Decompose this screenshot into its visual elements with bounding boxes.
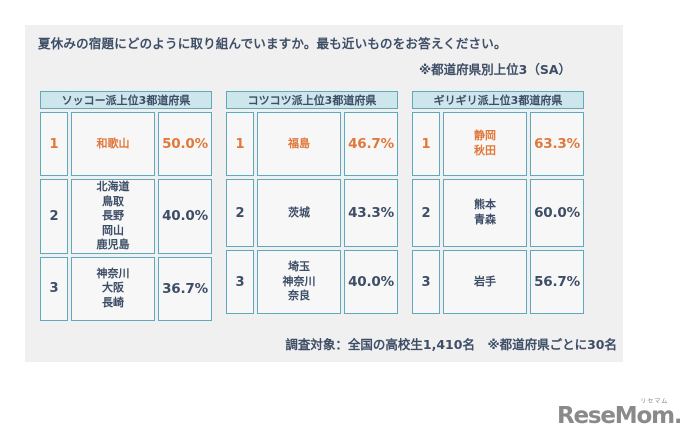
percent-cell: 46.7% (343, 112, 398, 176)
percent-cell: 36.7% (157, 256, 212, 321)
ranking-table-sokko: ソッコー派上位3都道府県 1 和歌山 50.0% 2 北海道 鳥取 長野 岡山 … (37, 88, 215, 324)
rank-cell: 1 (226, 112, 254, 176)
table-row: 2 北海道 鳥取 長野 岡山 鹿児島 40.0% (40, 179, 212, 254)
rank-cell: 1 (40, 112, 68, 176)
logo-ruby-text: リセマム (640, 398, 669, 405)
prefecture-cell: 熊本 青森 (443, 179, 527, 247)
table-header: ソッコー派上位3都道府県 (40, 91, 212, 109)
percent-cell: 40.0% (343, 250, 398, 314)
percent-cell: 50.0% (157, 112, 212, 176)
table-header: ギリギリ派上位3都道府県 (412, 91, 584, 109)
percent-cell: 56.7% (529, 250, 584, 314)
survey-target-note: 調査対象：全国の高校生1,410名 ※都道府県ごとに30名 (285, 337, 617, 352)
table-row: 3 岩手 56.7% (412, 250, 584, 314)
question-title: 夏休みの宿題にどのように取り組んでいますか。最も近いものをお答えください。 (38, 36, 507, 51)
ranking-table-kotsukotsu: コツコツ派上位3都道府県 1 福島 46.7% 2 茨城 43.3% 3 埼玉 … (223, 88, 401, 324)
percent-cell: 40.0% (157, 179, 212, 254)
table-row: 2 熊本 青森 60.0% (412, 179, 584, 247)
rank-cell: 3 (40, 256, 68, 321)
table-header: コツコツ派上位3都道府県 (226, 91, 398, 109)
ranking-tables: ソッコー派上位3都道府県 1 和歌山 50.0% 2 北海道 鳥取 長野 岡山 … (37, 88, 587, 324)
logo-wordmark: ReseMom. (557, 403, 680, 429)
prefecture-cell: 福島 (257, 112, 341, 176)
survey-panel: 夏休みの宿題にどのように取り組んでいますか。最も近いものをお答えください。 ※都… (25, 25, 623, 362)
rank-cell: 2 (40, 179, 68, 254)
percent-cell: 63.3% (529, 112, 584, 176)
percent-cell: 60.0% (529, 179, 584, 247)
prefecture-cell: 埼玉 神奈川 奈良 (257, 250, 341, 314)
ranking-table-girigiri: ギリギリ派上位3都道府県 1 静岡 秋田 63.3% 2 熊本 青森 60.0%… (409, 88, 587, 324)
prefecture-cell: 神奈川 大阪 長崎 (71, 256, 155, 321)
prefecture-cell: 和歌山 (71, 112, 155, 176)
percent-cell: 43.3% (343, 179, 398, 247)
table-row: 1 静岡 秋田 63.3% (412, 112, 584, 176)
prefecture-cell: 静岡 秋田 (443, 112, 527, 176)
rank-cell: 3 (226, 250, 254, 314)
top3-note: ※都道府県別上位3（SA） (418, 62, 571, 77)
rank-cell: 1 (412, 112, 440, 176)
rank-cell: 3 (412, 250, 440, 314)
table-row: 3 埼玉 神奈川 奈良 40.0% (226, 250, 398, 314)
resemom-logo: リセマム ReseMom. (557, 398, 680, 428)
rank-cell: 2 (226, 179, 254, 247)
table-row: 2 茨城 43.3% (226, 179, 398, 247)
table-row: 1 和歌山 50.0% (40, 112, 212, 176)
prefecture-cell: 岩手 (443, 250, 527, 314)
rank-cell: 2 (412, 179, 440, 247)
prefecture-cell: 北海道 鳥取 長野 岡山 鹿児島 (71, 179, 155, 254)
prefecture-cell: 茨城 (257, 179, 341, 247)
table-row: 3 神奈川 大阪 長崎 36.7% (40, 256, 212, 321)
table-row: 1 福島 46.7% (226, 112, 398, 176)
